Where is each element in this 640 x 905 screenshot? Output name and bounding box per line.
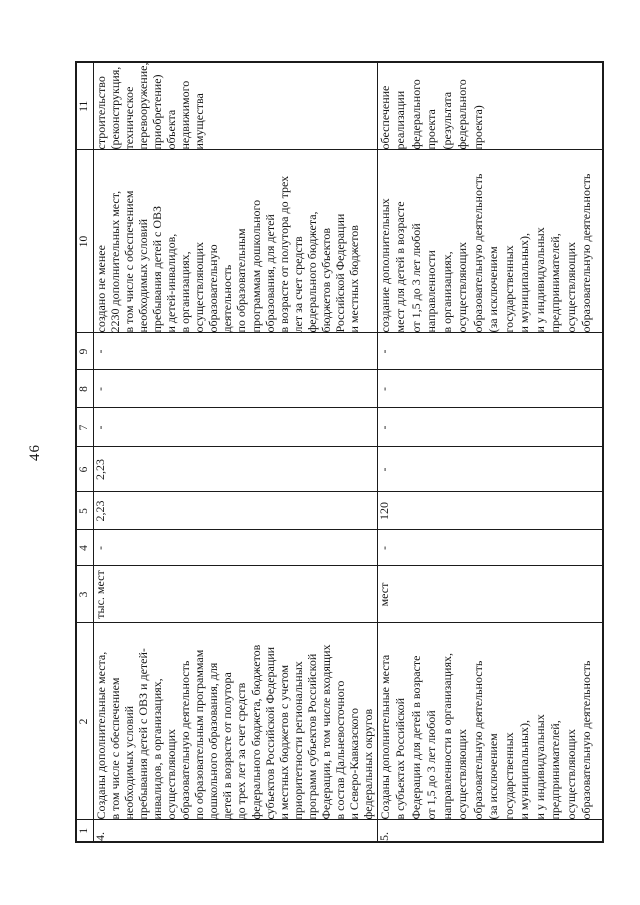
column-header-3: 3 <box>76 566 93 623</box>
column-header-9: 9 <box>76 333 93 370</box>
row5-value-col4: - <box>377 530 603 566</box>
column-header-5: 5 <box>76 492 93 530</box>
row4-value-col8: - <box>93 370 377 408</box>
column-header-6: 6 <box>76 447 93 492</box>
column-header-7: 7 <box>76 408 93 447</box>
row4-value-col5: 2,23 <box>93 492 377 530</box>
row5-value-col9: - <box>377 333 603 370</box>
row5-value-col6: - <box>377 447 603 492</box>
page-number: 46 <box>27 444 43 461</box>
column-header-2: 2 <box>76 623 93 820</box>
federal-project-results-table: 1 2 3 4 5 6 7 8 9 10 11 4. Созданы допол… <box>75 61 604 843</box>
row5-result-type: обеспечение реализации федерального прое… <box>377 62 603 150</box>
row4-value-col6: 2,23 <box>93 447 377 492</box>
row5-result-description: создание дополнительных мест для детей в… <box>377 150 603 333</box>
row4-result-description: создано не менее 2230 дополнительных мес… <box>93 150 377 333</box>
table-row-4: 4. Созданы дополнительные места, в том ч… <box>93 62 377 842</box>
row5-result-name: Созданы дополнительные места в субъектах… <box>377 623 603 820</box>
column-header-1: 1 <box>76 820 93 842</box>
row5-value-col7: - <box>377 408 603 447</box>
row4-number: 4. <box>93 820 377 842</box>
column-header-4: 4 <box>76 530 93 566</box>
row5-unit: мест <box>377 566 603 623</box>
table-row-5: 5. Созданы дополнительные места в субъек… <box>377 62 603 842</box>
row4-value-col4: - <box>93 530 377 566</box>
row5-number: 5. <box>377 820 603 842</box>
row5-value-col5: 120 <box>377 492 603 530</box>
row4-unit: тыс. мест <box>93 566 377 623</box>
row5-value-col8: - <box>377 370 603 408</box>
column-header-8: 8 <box>76 370 93 408</box>
row4-result-name: Созданы дополнительные места, в том числ… <box>93 623 377 820</box>
row4-result-type: строительство (реконструкция, техническо… <box>93 62 377 150</box>
row4-value-col7: - <box>93 408 377 447</box>
row4-value-col9: - <box>93 333 377 370</box>
column-number-header-row: 1 2 3 4 5 6 7 8 9 10 11 <box>76 62 93 842</box>
column-header-10: 10 <box>76 150 93 333</box>
column-header-11: 11 <box>76 62 93 150</box>
